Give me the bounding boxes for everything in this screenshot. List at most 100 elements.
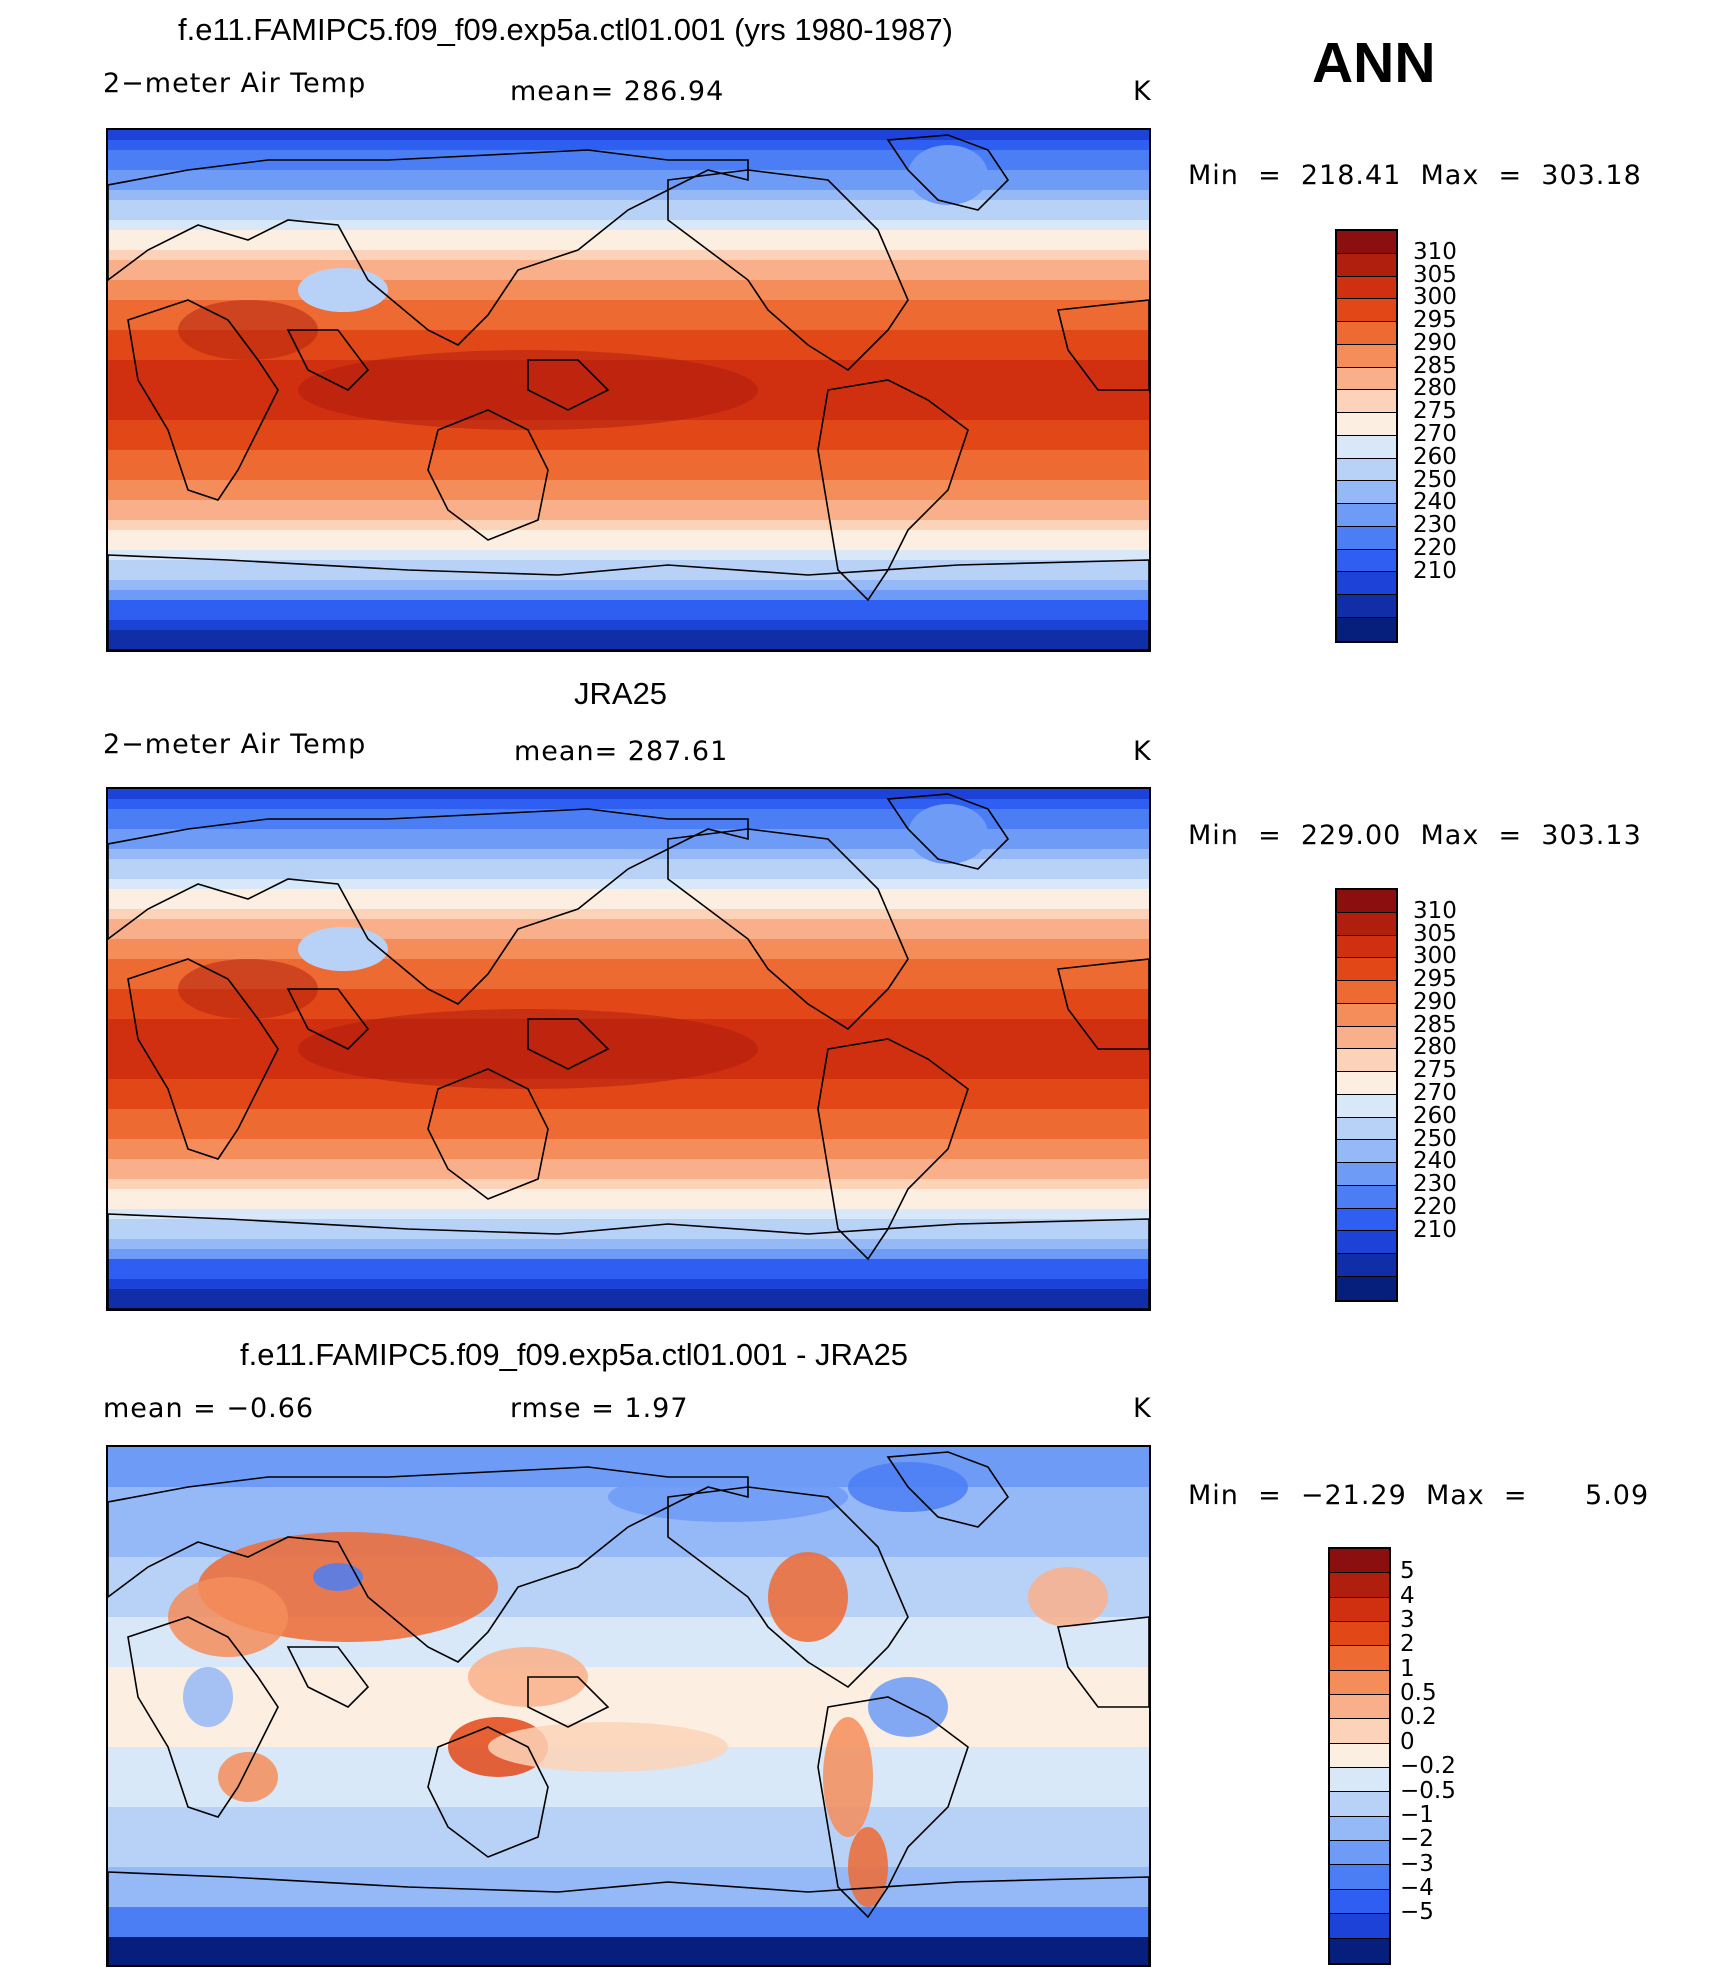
colorbar-swatch <box>1337 912 1396 936</box>
colorbar-swatch <box>1337 299 1396 323</box>
colorbar-tick-label: 305 <box>1413 261 1457 288</box>
colorbar-swatch <box>1330 1622 1389 1647</box>
colorbar-swatch <box>1330 1695 1389 1720</box>
colorbar-swatch <box>1330 1743 1389 1769</box>
colorbar-swatch <box>1330 1889 1389 1915</box>
colorbar-swatch <box>1330 1670 1389 1696</box>
colorbar-tick-label: −0.2 <box>1400 1753 1456 1780</box>
colorbar-swatch <box>1337 595 1396 619</box>
panel-1-colorbar <box>1335 229 1398 643</box>
colorbar-tick-label: 295 <box>1413 966 1457 993</box>
colorbar-tick-label: 285 <box>1413 1011 1457 1038</box>
colorbar-tick-label: −3 <box>1400 1850 1434 1877</box>
colorbar-tick-label: 240 <box>1413 489 1457 516</box>
panel-3-units: K <box>1133 1393 1152 1424</box>
colorbar-swatch <box>1330 1573 1389 1598</box>
colorbar-tick-label: 295 <box>1413 307 1457 334</box>
colorbar-swatch <box>1337 1277 1396 1300</box>
colorbar-swatch <box>1337 1163 1396 1186</box>
colorbar-swatch <box>1337 504 1396 527</box>
colorbar-swatch <box>1337 1117 1396 1141</box>
colorbar-tick-label: 290 <box>1413 329 1457 356</box>
colorbar-swatch <box>1337 253 1396 277</box>
colorbar-tick-label: −4 <box>1400 1874 1434 1901</box>
colorbar-tick-label: 0 <box>1400 1728 1415 1755</box>
colorbar-swatch <box>1337 549 1396 573</box>
colorbar-tick-label: 240 <box>1413 1148 1457 1175</box>
colorbar-swatch <box>1330 1597 1389 1623</box>
panel-1-variable-label: 2−meter Air Temp <box>103 68 367 99</box>
colorbar-tick-label: 300 <box>1413 284 1457 311</box>
colorbar-swatch <box>1330 1938 1389 1963</box>
panel-2-temperature-field <box>108 789 1149 1309</box>
colorbar-tick-label: 3 <box>1400 1607 1415 1634</box>
colorbar-swatch <box>1337 367 1396 391</box>
colorbar-tick-label: 310 <box>1413 897 1457 924</box>
panel-3-mean-label: mean = −0.66 <box>103 1393 315 1424</box>
colorbar-swatch <box>1330 1841 1389 1866</box>
colorbar-tick-label: 1 <box>1400 1655 1415 1682</box>
colorbar-tick-label: 290 <box>1413 988 1457 1015</box>
colorbar-tick-label: 275 <box>1413 1057 1457 1084</box>
colorbar-tick-label: 230 <box>1413 512 1457 539</box>
panel-2-colorbar <box>1335 888 1398 1302</box>
colorbar-swatch <box>1337 276 1396 300</box>
colorbar-tick-label: 270 <box>1413 421 1457 447</box>
panel-2-units: K <box>1133 736 1152 767</box>
colorbar-tick-label: 275 <box>1413 398 1457 425</box>
colorbar-tick-label: 260 <box>1413 443 1457 470</box>
panel-1-map <box>106 128 1151 652</box>
colorbar-swatch <box>1337 481 1396 505</box>
season-label: ANN <box>1312 31 1436 95</box>
colorbar-swatch <box>1337 981 1396 1004</box>
colorbar-tick-label: 310 <box>1413 238 1457 265</box>
colorbar-tick-label: 220 <box>1413 534 1457 561</box>
colorbar-tick-label: −0.5 <box>1400 1777 1456 1804</box>
panel-3-minmax: Min = −21.29 Max = 5.09 <box>1188 1480 1650 1511</box>
colorbar-swatch <box>1330 1768 1389 1793</box>
colorbar-tick-label: 280 <box>1413 375 1457 402</box>
colorbar-tick-label: 210 <box>1413 557 1457 584</box>
colorbar-swatch <box>1337 231 1396 254</box>
panel-2-minmax: Min = 229.00 Max = 303.13 <box>1188 820 1642 851</box>
colorbar-swatch <box>1337 1208 1396 1232</box>
colorbar-swatch <box>1337 572 1396 596</box>
colorbar-tick-label: 5 <box>1400 1558 1415 1585</box>
colorbar-swatch <box>1337 322 1396 345</box>
colorbar-swatch <box>1337 890 1396 913</box>
colorbar-swatch <box>1337 344 1396 368</box>
colorbar-tick-label: 305 <box>1413 920 1457 947</box>
panel-2-title: JRA25 <box>574 676 668 711</box>
panel-3-title: f.e11.FAMIPC5.f09_f09.exp5a.ctl01.001 - … <box>240 1337 909 1372</box>
colorbar-tick-label: 270 <box>1413 1080 1457 1106</box>
colorbar-swatch <box>1330 1549 1389 1574</box>
colorbar-swatch <box>1337 618 1396 641</box>
colorbar-swatch <box>1337 1140 1396 1164</box>
colorbar-swatch <box>1337 413 1396 436</box>
colorbar-swatch <box>1337 1231 1396 1255</box>
panel-2-mean-label: mean= 287.61 <box>514 736 729 767</box>
panel-2-map <box>106 787 1151 1311</box>
colorbar-tick-label: 0.2 <box>1400 1704 1437 1731</box>
colorbar-tick-label: 285 <box>1413 352 1457 379</box>
colorbar-tick-label: 300 <box>1413 943 1457 970</box>
colorbar-swatch <box>1330 1865 1389 1890</box>
colorbar-tick-label: 2 <box>1400 1631 1415 1658</box>
colorbar-tick-label: 4 <box>1400 1582 1415 1609</box>
panel-3-map <box>106 1445 1151 1967</box>
colorbar-swatch <box>1337 1072 1396 1095</box>
colorbar-swatch <box>1337 1094 1396 1118</box>
colorbar-tick-label: 250 <box>1413 1125 1457 1152</box>
colorbar-tick-label: −5 <box>1400 1899 1434 1926</box>
colorbar-swatch <box>1330 1646 1389 1671</box>
colorbar-swatch <box>1330 1719 1389 1744</box>
colorbar-tick-label: 260 <box>1413 1102 1457 1129</box>
colorbar-tick-label: −1 <box>1400 1801 1434 1828</box>
colorbar-swatch <box>1330 1914 1389 1939</box>
panel-1-mean-label: mean= 286.94 <box>510 76 725 107</box>
panel-2-variable-label: 2−meter Air Temp <box>103 729 367 760</box>
colorbar-swatch <box>1337 958 1396 982</box>
colorbar-swatch <box>1337 1254 1396 1278</box>
colorbar-swatch <box>1330 1792 1389 1817</box>
panel-3-difference-field <box>108 1447 1149 1965</box>
